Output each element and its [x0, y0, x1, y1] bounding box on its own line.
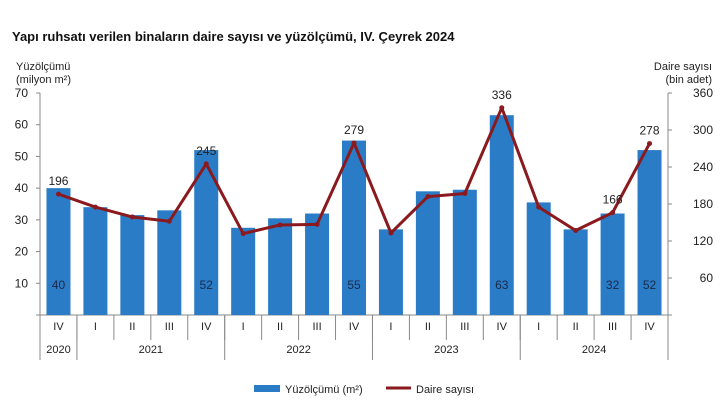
- line-point: [166, 218, 172, 224]
- bar-yuzolcumu: [526, 202, 551, 315]
- line-data-label: 196: [48, 174, 68, 188]
- line-point: [92, 204, 98, 210]
- bar-yuzolcumu: [268, 218, 293, 315]
- bar-data-label: 52: [200, 278, 214, 292]
- line-point: [462, 191, 468, 197]
- line-point: [573, 228, 579, 234]
- category-label: II: [425, 321, 431, 333]
- left-tick-label: 70: [15, 86, 29, 100]
- bar-yuzolcumu: [231, 227, 256, 315]
- bar-yuzolcumu: [342, 140, 366, 315]
- left-tick-label: 10: [15, 276, 29, 290]
- bar-yuzolcumu: [600, 213, 625, 315]
- line-point: [499, 105, 505, 111]
- legend-bar-label: Yüzölçümü (m²): [285, 384, 363, 396]
- bar-yuzolcumu: [637, 150, 662, 315]
- line-point: [240, 231, 246, 237]
- bar-data-label: 40: [52, 278, 66, 292]
- right-tick-label: 300: [693, 123, 713, 137]
- line-point: [55, 191, 61, 197]
- year-label: 2024: [582, 344, 606, 356]
- bar-yuzolcumu: [563, 229, 588, 315]
- category-label: IV: [53, 321, 64, 333]
- year-label: 2021: [139, 344, 163, 356]
- bar-yuzolcumu: [452, 189, 477, 315]
- bar-yuzolcumu: [83, 207, 108, 315]
- bar-yuzolcumu: [157, 210, 182, 315]
- category-label: III: [165, 321, 174, 333]
- category-label: I: [389, 321, 392, 333]
- category-label: II: [573, 321, 579, 333]
- line-point: [314, 221, 320, 227]
- left-tick-label: 50: [15, 149, 29, 163]
- legend-line-label: Daire sayısı: [416, 384, 474, 396]
- bar-data-label: 63: [495, 278, 509, 292]
- category-label: III: [460, 321, 469, 333]
- category-label: III: [312, 321, 321, 333]
- line-point: [647, 141, 653, 147]
- category-label: IV: [644, 321, 655, 333]
- year-label: 2022: [286, 344, 310, 356]
- right-tick-label: 240: [693, 160, 713, 174]
- category-label: II: [129, 321, 135, 333]
- right-tick-label: 60: [700, 271, 714, 285]
- bar-data-label: 32: [606, 278, 620, 292]
- category-label: I: [242, 321, 245, 333]
- category-label: IV: [201, 321, 212, 333]
- bar-yuzolcumu: [378, 229, 403, 315]
- line-data-label: 278: [640, 124, 660, 138]
- year-label: 2020: [46, 344, 70, 356]
- category-label: IV: [497, 321, 508, 333]
- line-data-label: 166: [603, 193, 623, 207]
- line-point: [536, 204, 542, 210]
- category-label: III: [608, 321, 617, 333]
- chart-title: Yapı ruhsatı verilen binaların daire say…: [12, 29, 455, 44]
- right-tick-label: 120: [693, 234, 713, 248]
- line-point: [351, 140, 357, 146]
- bar-yuzolcumu: [120, 215, 145, 315]
- bar-yuzolcumu: [489, 115, 514, 315]
- line-point: [203, 161, 209, 167]
- line-point: [129, 214, 135, 220]
- line-point: [388, 230, 394, 236]
- right-tick-label: 180: [693, 197, 713, 211]
- left-axis-title: (milyon m²): [16, 74, 71, 86]
- line-data-label: 279: [344, 123, 364, 137]
- left-tick-label: 60: [15, 118, 29, 132]
- legend-bar-swatch: [254, 385, 280, 392]
- right-tick-label: 360: [693, 86, 713, 100]
- bar-yuzolcumu: [415, 191, 440, 315]
- line-point: [277, 222, 283, 228]
- bar-yuzolcumu: [305, 213, 330, 315]
- line-data-label: 245: [196, 144, 216, 158]
- left-tick-label: 40: [15, 181, 29, 195]
- bar-yuzolcumu: [46, 188, 71, 315]
- line-point: [425, 194, 431, 200]
- right-axis-title: (bin adet): [666, 74, 712, 86]
- left-tick-label: 30: [15, 213, 29, 227]
- category-label: IV: [349, 321, 360, 333]
- left-tick-label: 20: [15, 245, 29, 259]
- right-axis-title: Daire sayısı: [654, 61, 712, 73]
- bar-data-label: 52: [643, 278, 657, 292]
- line-data-label: 336: [492, 88, 512, 102]
- year-label: 2023: [434, 344, 458, 356]
- bar-data-label: 55: [347, 278, 361, 292]
- line-point: [610, 210, 616, 216]
- left-axis-title: Yüzölçümü: [16, 61, 70, 73]
- category-label: I: [94, 321, 97, 333]
- category-label: II: [277, 321, 283, 333]
- category-label: I: [537, 321, 540, 333]
